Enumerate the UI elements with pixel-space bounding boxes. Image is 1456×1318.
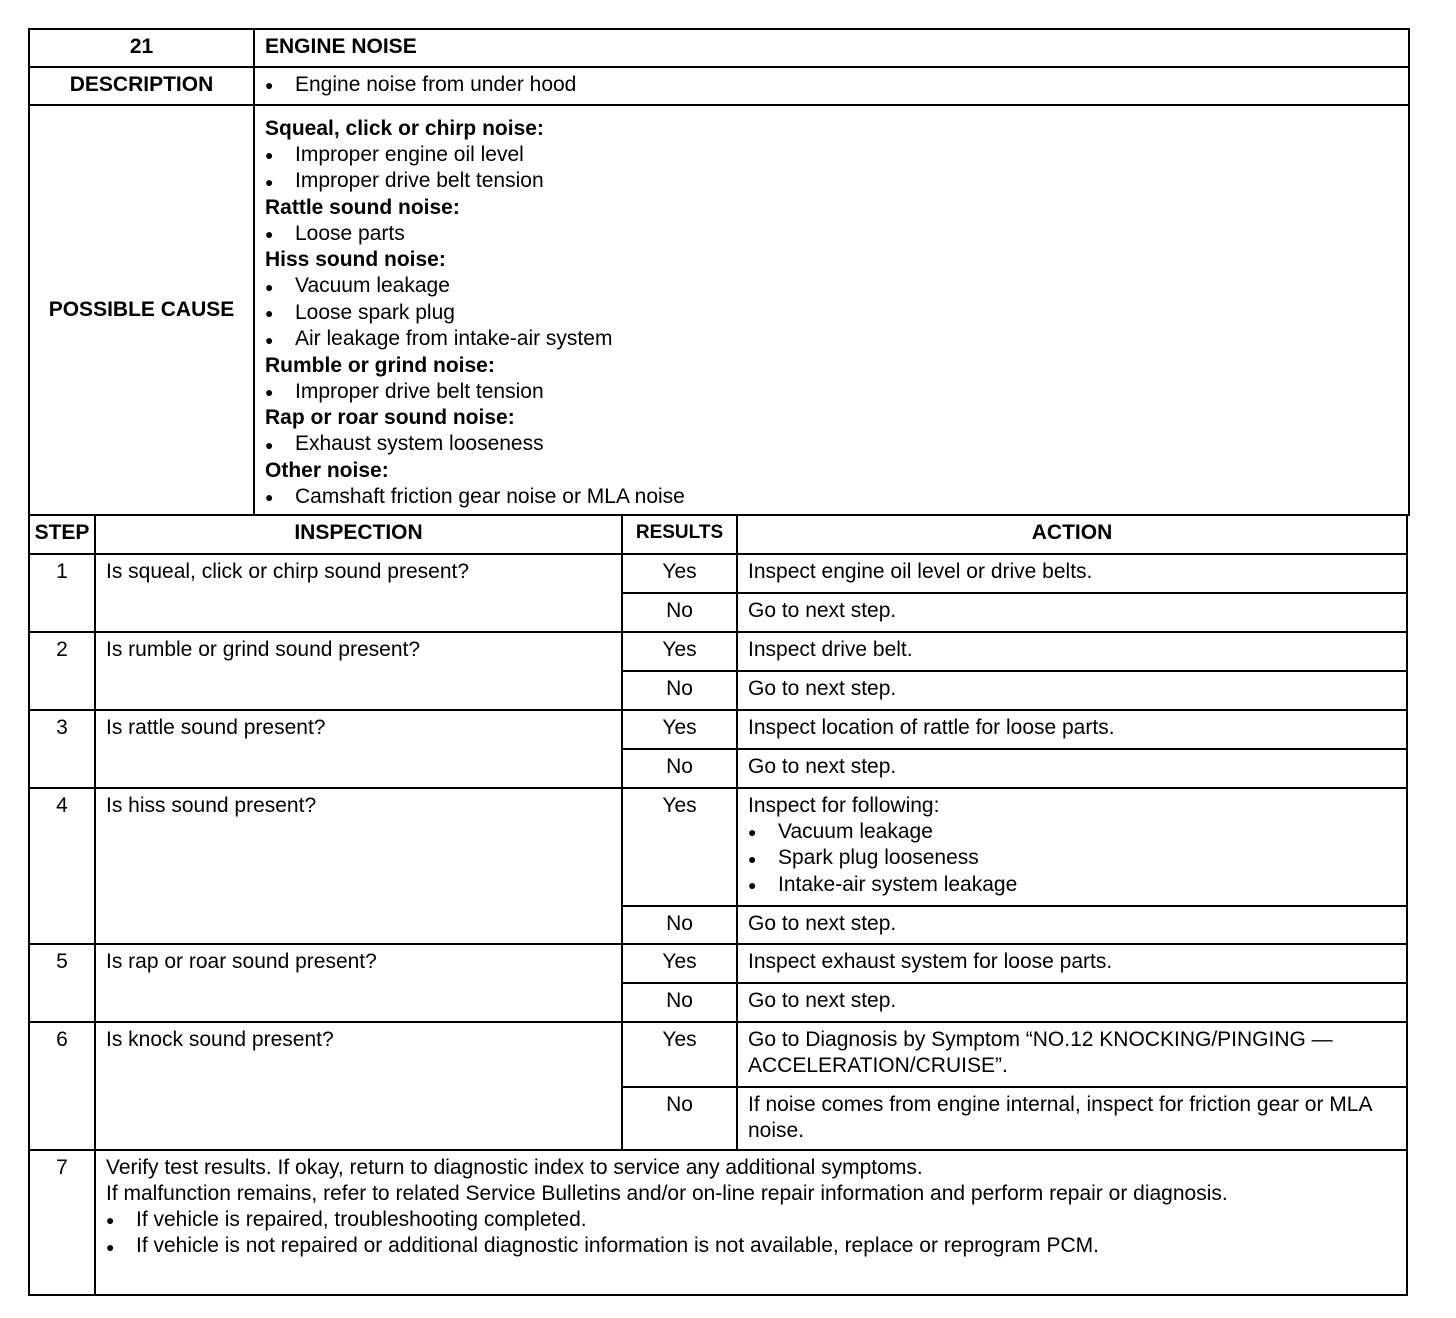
- result-yes: Yes: [621, 631, 738, 672]
- col-step: STEP: [28, 514, 96, 555]
- result-no: No: [621, 982, 738, 1023]
- step-number: 3: [28, 709, 96, 789]
- cause-item: Air leakage from intake-air system: [265, 326, 1398, 352]
- table-row: No Go to next step.: [29, 592, 1408, 633]
- result-no: No: [621, 1086, 738, 1151]
- result-no: No: [621, 905, 738, 945]
- cause-heading: Rumble or grind noise:: [265, 353, 495, 377]
- step-number: 1: [28, 553, 96, 633]
- steps-table: STEP INSPECTION RESULTS ACTION 1 Is sque…: [28, 514, 1408, 1296]
- cause-item: Improper drive belt tension: [265, 379, 1398, 405]
- cause-heading: Rattle sound noise:: [265, 195, 460, 219]
- action-no: Go to next step.: [736, 748, 1408, 789]
- action-text: Go to Diagnosis by Symptom “NO.12 KNOCKI…: [748, 1028, 1333, 1077]
- final-item: If vehicle is not repaired or additional…: [106, 1233, 1396, 1259]
- possible-cause-list: Squeal, click or chirp noise:Improper en…: [253, 103, 1410, 517]
- result-no: No: [621, 592, 738, 633]
- step-number: 5: [28, 943, 96, 1023]
- symptom-title: ENGINE NOISE: [253, 28, 1410, 68]
- table-row: No If noise comes from engine internal, …: [29, 1086, 1408, 1151]
- final-item: If vehicle is repaired, troubleshooting …: [106, 1207, 1396, 1233]
- action-no: Go to next step.: [736, 905, 1408, 945]
- step-number: 6: [28, 1021, 96, 1151]
- action-text: Inspect for following:: [748, 794, 940, 817]
- result-yes: Yes: [621, 709, 738, 750]
- cause-item: Loose parts: [265, 221, 1398, 247]
- table-row: No Go to next step.: [29, 905, 1408, 945]
- action-no: Go to next step.: [736, 592, 1408, 633]
- step-number: 2: [28, 631, 96, 711]
- inspection-text: Is hiss sound present?: [94, 787, 623, 945]
- action-text: Inspect location of rattle for loose par…: [748, 716, 1115, 739]
- cause-item: Exhaust system looseness: [265, 431, 1398, 457]
- result-yes: Yes: [621, 553, 738, 594]
- result-yes: Yes: [621, 943, 738, 984]
- col-inspection: INSPECTION: [94, 514, 623, 555]
- result-no: No: [621, 670, 738, 711]
- action-yes: Inspect drive belt.: [736, 631, 1408, 672]
- action-item: Spark plug looseness: [748, 845, 1396, 871]
- description-label: DESCRIPTION: [28, 66, 255, 106]
- action-item: Vacuum leakage: [748, 819, 1396, 845]
- table-row: 3 Is rattle sound present? Yes Inspect l…: [28, 709, 1408, 789]
- description-item: Engine noise from under hood: [265, 72, 1398, 98]
- cause-item: Vacuum leakage: [265, 273, 1398, 299]
- description-value: Engine noise from under hood: [253, 66, 1410, 106]
- cause-heading: Rap or roar sound noise:: [265, 406, 515, 430]
- action-yes: Inspect for following:Vacuum leakageSpar…: [736, 787, 1408, 907]
- result-no: No: [621, 748, 738, 789]
- inspection-text: Is knock sound present?: [94, 1021, 623, 1151]
- step-number: 4: [28, 787, 96, 945]
- cause-heading: Squeal, click or chirp noise:: [265, 117, 544, 140]
- cause-item: Camshaft friction gear noise or MLA nois…: [265, 484, 1398, 510]
- step-number: 7: [28, 1149, 96, 1296]
- action-yes: Inspect location of rattle for loose par…: [736, 709, 1408, 750]
- table-row: 6 Is knock sound present? Yes Go to Diag…: [28, 1021, 1408, 1151]
- possible-cause-label: POSSIBLE CAUSE: [28, 103, 255, 517]
- header-table: 21 ENGINE NOISE DESCRIPTION Engine noise…: [28, 28, 1410, 517]
- inspection-text: Is rap or roar sound present?: [94, 943, 623, 1023]
- action-text: Inspect drive belt.: [748, 638, 913, 661]
- table-row: No Go to next step.: [29, 670, 1408, 711]
- table-row: 2 Is rumble or grind sound present? Yes …: [28, 631, 1408, 711]
- table-row: 5 Is rap or roar sound present? Yes Insp…: [28, 943, 1408, 1023]
- symptom-number: 21: [28, 28, 255, 68]
- final-line: If malfunction remains, refer to related…: [106, 1182, 1228, 1205]
- table-row: 1 Is squeal, click or chirp sound presen…: [28, 553, 1408, 633]
- action-text: Inspect engine oil level or drive belts.: [748, 560, 1093, 583]
- inspection-text: Is rumble or grind sound present?: [94, 631, 623, 711]
- action-item: Intake-air system leakage: [748, 872, 1396, 898]
- action-no: If noise comes from engine internal, ins…: [736, 1086, 1408, 1151]
- action-no: Go to next step.: [736, 982, 1408, 1023]
- final-step: Verify test results. If okay, return to …: [94, 1149, 1408, 1296]
- result-yes: Yes: [621, 787, 738, 907]
- table-row: 4 Is hiss sound present? Yes Inspect for…: [28, 787, 1408, 945]
- cause-item: Improper engine oil level: [265, 142, 1398, 168]
- action-yes: Inspect engine oil level or drive belts.: [736, 553, 1408, 594]
- table-row: No Go to next step.: [29, 982, 1408, 1023]
- inspection-text: Is squeal, click or chirp sound present?: [94, 553, 623, 633]
- action-yes: Inspect exhaust system for loose parts.: [736, 943, 1408, 984]
- result-yes: Yes: [621, 1021, 738, 1088]
- table-row: No Go to next step.: [29, 748, 1408, 789]
- cause-heading: Hiss sound noise:: [265, 248, 446, 272]
- col-action: ACTION: [736, 514, 1408, 555]
- inspection-text: Is rattle sound present?: [94, 709, 623, 789]
- cause-item: Improper drive belt tension: [265, 168, 1398, 194]
- action-yes: Go to Diagnosis by Symptom “NO.12 KNOCKI…: [736, 1021, 1408, 1088]
- final-line: Verify test results. If okay, return to …: [106, 1156, 923, 1179]
- col-results: RESULTS: [621, 514, 738, 555]
- cause-item: Loose spark plug: [265, 300, 1398, 326]
- action-no: Go to next step.: [736, 670, 1408, 711]
- cause-heading: Other noise:: [265, 458, 389, 482]
- action-text: Inspect exhaust system for loose parts.: [748, 950, 1113, 973]
